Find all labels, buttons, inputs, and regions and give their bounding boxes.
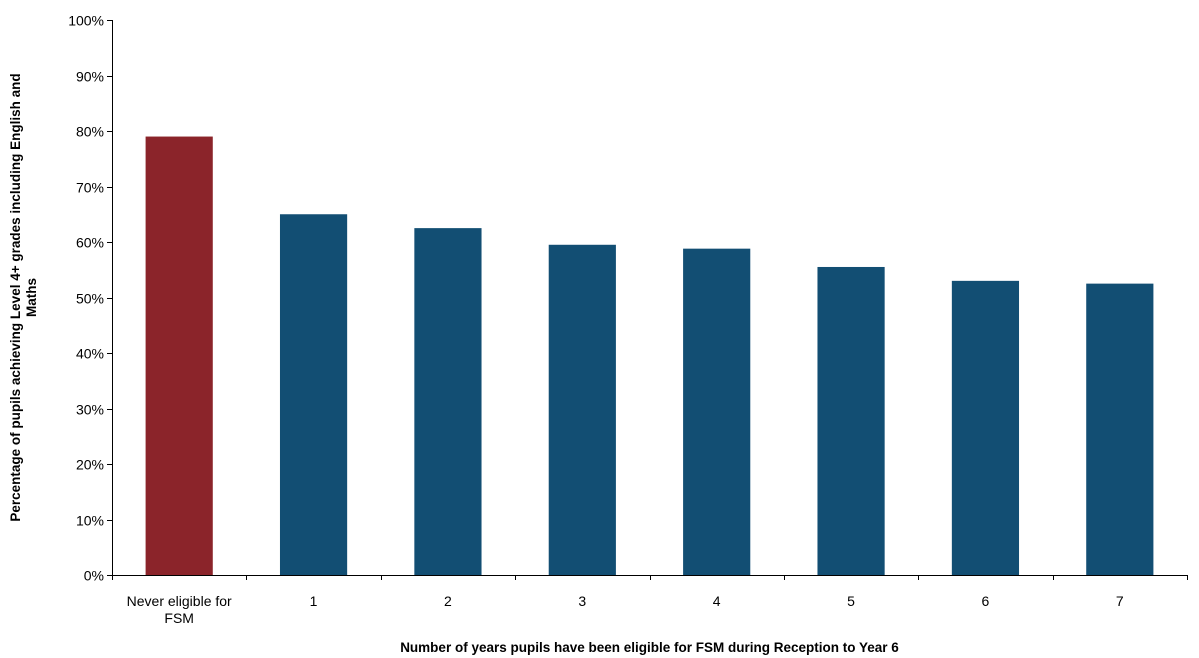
y-tick-label: 80% xyxy=(76,124,104,140)
y-tick-label: 60% xyxy=(76,235,104,251)
x-tick-label: Never eligible for FSM xyxy=(127,593,232,626)
bar xyxy=(817,266,885,575)
y-axis-ticks: 0% 10% 20% 30% 40% 50% 60% 70% 80% 90% 100% xyxy=(68,13,112,584)
y-tick-label: 0% xyxy=(84,568,104,584)
bar xyxy=(279,214,348,575)
y-axis-title-text: Percentage of pupils achieving Level 4+ … xyxy=(8,73,39,521)
y-tick-label: 70% xyxy=(76,180,104,196)
x-tick-label: 2 xyxy=(444,593,452,609)
x-tick-label: 6 xyxy=(982,593,990,609)
bars xyxy=(145,136,1154,576)
y-tick-label: 90% xyxy=(76,69,104,85)
x-axis-title: Number of years pupils have been eligibl… xyxy=(400,640,899,655)
y-tick-label: 100% xyxy=(68,13,104,29)
x-tick-label: 4 xyxy=(713,593,721,609)
bar xyxy=(145,136,213,576)
y-tick-label: 30% xyxy=(76,402,104,418)
bar xyxy=(951,280,1020,575)
bar xyxy=(414,228,482,575)
y-axis-title: Percentage of pupils achieving Level 4+ … xyxy=(8,73,39,521)
y-tick-label: 10% xyxy=(76,513,104,529)
x-tick-label: 5 xyxy=(847,593,855,609)
bar xyxy=(548,244,616,575)
bar xyxy=(683,248,751,575)
bar xyxy=(1086,283,1154,575)
y-tick-label: 40% xyxy=(76,346,104,362)
x-axis-ticks: Never eligible for FSM 1 2 3 4 5 6 7 xyxy=(112,575,1188,626)
x-tick-label: 7 xyxy=(1116,593,1124,609)
x-tick-label: 3 xyxy=(578,593,586,609)
x-tick-label: 1 xyxy=(310,593,318,609)
y-tick-label: 50% xyxy=(76,291,104,307)
y-tick-label: 20% xyxy=(76,457,104,473)
